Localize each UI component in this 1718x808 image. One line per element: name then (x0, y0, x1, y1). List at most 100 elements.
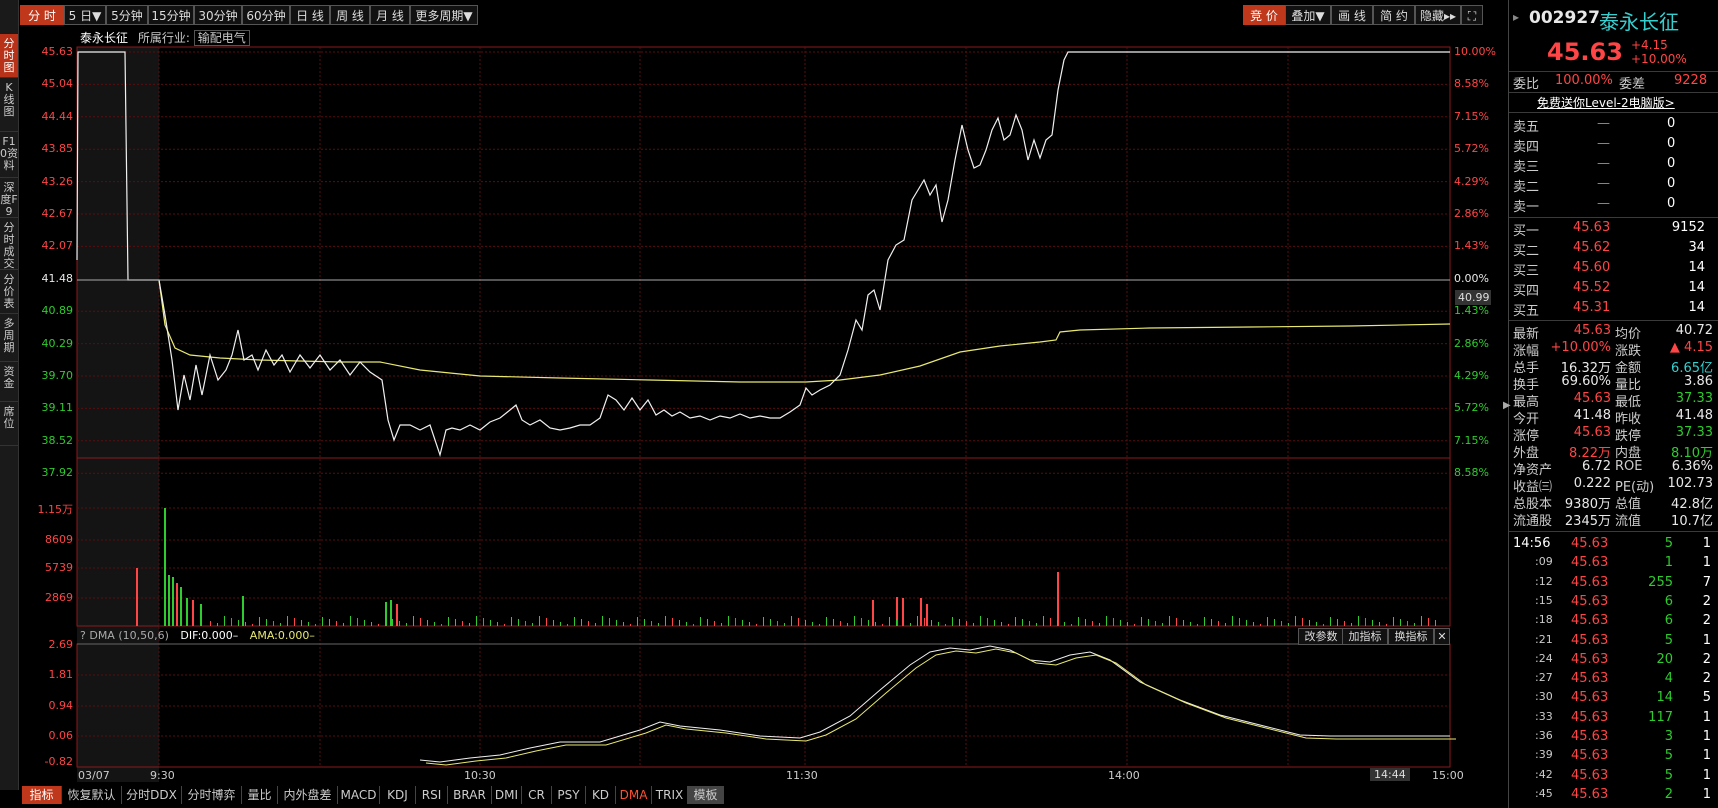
volume-bar (1190, 622, 1191, 626)
stat-value: 0.222 (1573, 476, 1611, 491)
period-button-4[interactable]: 30分钟 (194, 5, 242, 25)
price-line (76, 51, 1450, 458)
industry-value[interactable]: 输配电气 (193, 30, 250, 46)
bottom-tab-15[interactable]: TRIX (652, 786, 688, 804)
volume-bar (252, 624, 253, 626)
volume-bar (931, 620, 932, 626)
bottom-tab-5[interactable]: 内外盘差 (278, 786, 338, 804)
tool-button-2[interactable]: 画 线 (1331, 5, 1373, 25)
volume-bar (200, 604, 202, 626)
order-volume: 0 (1667, 156, 1676, 171)
sell-row[interactable]: 卖四 — 0 (1509, 136, 1718, 155)
left-tab-6[interactable]: 多周期 (0, 314, 18, 362)
volume-bar (763, 617, 764, 626)
period-button-0[interactable]: 分 时 (20, 5, 64, 25)
stat-value: 6.65亿 (1671, 361, 1713, 376)
volume-bar (910, 623, 911, 626)
left-tab-3[interactable]: 深度F9 (0, 178, 18, 218)
volume-bar (805, 620, 806, 626)
volume-bar (1050, 618, 1051, 626)
tool-button-3[interactable]: 简 约 (1373, 5, 1415, 25)
period-button-6[interactable]: 日 线 (290, 5, 330, 25)
tick-count: 1 (1702, 536, 1711, 551)
buy-row[interactable]: 买一 45.63 9152 (1509, 220, 1718, 239)
volume-bar (245, 622, 246, 626)
stat-value: 42.8亿 (1671, 497, 1713, 512)
left-tab-0[interactable]: 分时图 (0, 34, 18, 78)
volume-bar (378, 624, 379, 626)
left-tab-5[interactable]: 分价表 (0, 270, 18, 314)
level2-promo-link[interactable]: 免费送你Level-2电脑版> (1537, 96, 1675, 110)
bottom-tab-7[interactable]: KDJ (380, 786, 416, 804)
stat-value: 10.7亿 (1671, 514, 1713, 529)
buy-row[interactable]: 买二 45.62 34 (1509, 240, 1718, 259)
sell-row[interactable]: 卖二 — 0 (1509, 176, 1718, 195)
panel-collapse-icon[interactable]: ▶ (1503, 400, 1511, 411)
bottom-tab-4[interactable]: 量比 (242, 786, 278, 804)
tool-button-5[interactable]: ⛶ (1461, 5, 1483, 25)
bottom-tab-14[interactable]: DMA (616, 786, 652, 804)
left-tab-7[interactable]: 资金 (0, 362, 18, 402)
volume-bar (1183, 620, 1184, 626)
volume-bar (1085, 619, 1086, 626)
bottom-tab-16[interactable]: 模板 (688, 786, 724, 804)
indicator-button-0[interactable]: 改参数 (1298, 628, 1344, 645)
period-button-2[interactable]: 5分钟 (106, 5, 148, 25)
left-tab-4[interactable]: 分时成交 (0, 218, 18, 270)
period-button-9[interactable]: 更多周期▼ (410, 5, 478, 25)
tick-price: 45.63 (1571, 729, 1609, 744)
stock-name: 泰永长征 (1599, 10, 1679, 34)
indicator-name[interactable]: DMA (10,50,6) (89, 629, 169, 642)
weibi-value: 100.00% (1555, 73, 1613, 88)
bottom-tab-6[interactable]: MACD (338, 786, 380, 804)
indicator-button-2[interactable]: 换指标 (1388, 628, 1434, 645)
price-tick: 38.52 (41, 433, 74, 447)
volume-bar (1393, 617, 1394, 626)
period-button-5[interactable]: 60分钟 (242, 5, 290, 25)
left-tab-1[interactable]: K线图 (0, 78, 18, 132)
bottom-tab-10[interactable]: DMI (492, 786, 522, 804)
market-toggle-icon[interactable]: ▸ (1513, 10, 1520, 24)
volume-bar (385, 602, 387, 626)
tool-button-1[interactable]: 叠加▼ (1285, 5, 1331, 25)
bottom-tab-2[interactable]: 分时DDX (122, 786, 182, 804)
pct-tick: 4.29% (1454, 174, 1489, 188)
sell-row[interactable]: 卖三 — 0 (1509, 156, 1718, 175)
period-button-7[interactable]: 周 线 (330, 5, 370, 25)
order-price: 45.62 (1573, 240, 1611, 255)
volume-bar (658, 623, 659, 626)
bottom-tab-12[interactable]: PSY (552, 786, 586, 804)
indicator-help-icon[interactable]: ? (80, 629, 86, 642)
buy-row[interactable]: 买三 45.60 14 (1509, 260, 1718, 279)
volume-bar (980, 616, 981, 626)
bottom-tab-0[interactable]: 指标 (22, 786, 62, 804)
bottom-tab-1[interactable]: 恢复默认 (62, 786, 122, 804)
bottom-tab-8[interactable]: RSI (416, 786, 448, 804)
indicator-button-3[interactable]: ✕ (1434, 628, 1450, 645)
period-button-8[interactable]: 月 线 (370, 5, 410, 25)
volume-bar (987, 618, 988, 626)
period-button-1[interactable]: 5 日▼ (64, 5, 106, 25)
stat-row: 涨幅 +10.00% 涨跌 ▲ 4.15 (1509, 340, 1718, 359)
bottom-tab-13[interactable]: KD (586, 786, 616, 804)
period-button-3[interactable]: 15分钟 (148, 5, 194, 25)
tool-button-4[interactable]: 隐藏▸▸ (1415, 5, 1461, 25)
order-price: — (1597, 136, 1610, 151)
left-tab-2[interactable]: F10资料 (0, 132, 18, 178)
pct-tick: 1.43% (1454, 304, 1489, 318)
tick-price: 45.63 (1571, 748, 1609, 764)
intraday-chart[interactable] (0, 0, 1508, 808)
time-label: 11:30 (786, 769, 818, 782)
buy-row[interactable]: 买四 45.52 14 (1509, 280, 1718, 299)
indicator-button-1[interactable]: 加指标 (1342, 628, 1388, 645)
sell-row[interactable]: 卖一 — 0 (1509, 196, 1718, 215)
volume-bar (994, 620, 995, 626)
tool-button-0[interactable]: 竞 价 (1243, 5, 1285, 25)
buy-row[interactable]: 买五 45.31 14 (1509, 300, 1718, 319)
bottom-tab-9[interactable]: BRAR (448, 786, 492, 804)
left-tab-8[interactable]: 席位 (0, 402, 18, 446)
bottom-tab-3[interactable]: 分时博弈 (182, 786, 242, 804)
bottom-tab-11[interactable]: CR (522, 786, 552, 804)
stat-label: 昨收 (1615, 412, 1642, 427)
sell-row[interactable]: 卖五 — 0 (1509, 116, 1718, 135)
